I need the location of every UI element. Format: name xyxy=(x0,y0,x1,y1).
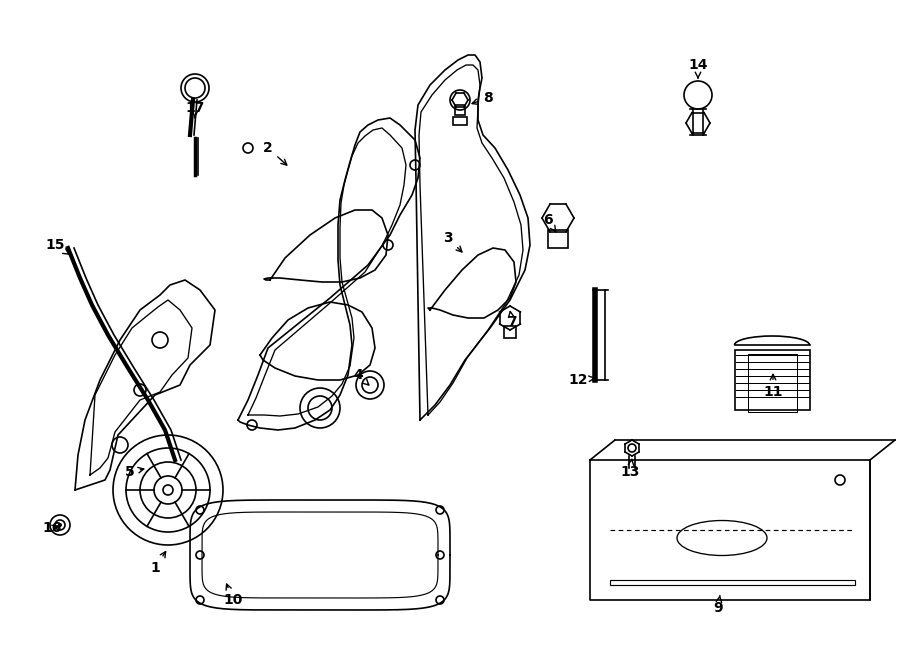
Text: 14: 14 xyxy=(688,58,707,78)
Text: 5: 5 xyxy=(125,465,144,479)
Bar xyxy=(735,350,810,410)
Text: 7: 7 xyxy=(508,311,517,329)
Text: 2: 2 xyxy=(263,141,287,165)
Bar xyxy=(610,580,855,585)
Bar xyxy=(453,117,467,125)
Text: 8: 8 xyxy=(472,91,493,105)
Text: 10: 10 xyxy=(223,584,243,607)
Text: 9: 9 xyxy=(713,596,723,615)
Text: 3: 3 xyxy=(443,231,462,252)
Text: 13: 13 xyxy=(620,459,640,479)
Text: 16: 16 xyxy=(42,521,62,535)
Bar xyxy=(455,105,465,115)
Text: 11: 11 xyxy=(763,374,783,399)
Text: 4: 4 xyxy=(353,368,369,385)
Circle shape xyxy=(58,523,62,527)
Text: 1: 1 xyxy=(150,552,166,575)
Bar xyxy=(748,354,797,412)
Text: 15: 15 xyxy=(45,238,70,255)
Text: 6: 6 xyxy=(544,213,556,232)
Text: 12: 12 xyxy=(568,373,595,387)
Bar xyxy=(548,230,568,248)
Text: 17: 17 xyxy=(185,101,204,118)
Bar xyxy=(504,326,516,338)
